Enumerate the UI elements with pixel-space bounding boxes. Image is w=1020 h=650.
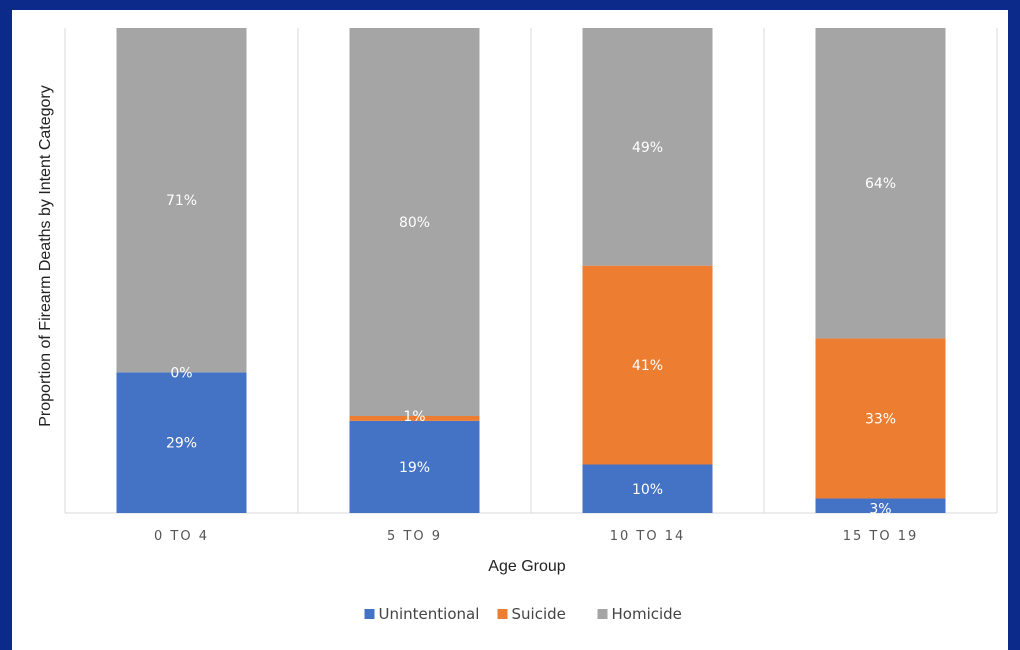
- bar-segment-homicide: [815, 28, 946, 339]
- bar-segment-unintentional: [349, 420, 480, 513]
- data-label: 3%: [869, 501, 891, 517]
- legend-swatch-unintentional: [364, 609, 375, 619]
- legend-swatch-suicide: [497, 609, 508, 619]
- bar-segment-unintentional: [582, 464, 713, 513]
- data-label: 19%: [399, 460, 430, 476]
- y-axis-label: Proportion of Firearm Deaths by Intent C…: [37, 85, 54, 427]
- x-axis-label: Age Group: [488, 558, 565, 575]
- x-tick-label: 10 TO 14: [610, 529, 686, 544]
- data-label: 41%: [632, 358, 663, 374]
- bar-segment-suicide: [349, 416, 480, 421]
- bars: [116, 28, 946, 513]
- legend-label-suicide: Suicide: [512, 605, 566, 623]
- bar-segment-suicide: [815, 338, 946, 499]
- data-labels: 29% 0% 71% 19% 1% 80% 10% 41% 49% 3% 33% 64%: [166, 140, 896, 518]
- bar-segment-homicide: [349, 28, 480, 416]
- data-label: 64%: [865, 176, 896, 192]
- legend-label-unintentional: Unintentional: [379, 605, 480, 623]
- x-tick-labels: 0 TO 4 5 TO 9 10 TO 14 15 TO 19: [154, 529, 919, 544]
- x-tick-label: 5 TO 9: [387, 529, 442, 544]
- data-label: 80%: [399, 215, 430, 231]
- data-label: 49%: [632, 140, 663, 156]
- bar-segment-homicide: [582, 28, 713, 266]
- bar-segment-homicide: [116, 28, 247, 373]
- data-label: 29%: [166, 436, 197, 452]
- bar-segment-suicide: [582, 265, 713, 465]
- legend: Unintentional Suicide Homicide: [364, 605, 682, 623]
- bar-segment-unintentional: [815, 498, 946, 513]
- data-label: 10%: [632, 482, 663, 498]
- legend-label-homicide: Homicide: [612, 605, 682, 623]
- data-label: 0%: [170, 365, 192, 381]
- x-tick-label: 0 TO 4: [154, 529, 209, 544]
- legend-swatch-homicide: [597, 609, 608, 619]
- data-label: 1%: [403, 409, 425, 425]
- chart-frame: 29% 0% 71% 19% 1% 80% 10% 41% 49% 3% 33% 64% 0 TO 4…: [12, 10, 1008, 650]
- data-label: 33%: [865, 411, 896, 427]
- x-tick-label: 15 TO 19: [843, 529, 919, 544]
- bar-segment-unintentional: [116, 372, 247, 513]
- data-label: 71%: [166, 193, 197, 209]
- stacked-bar-chart: 29% 0% 71% 19% 1% 80% 10% 41% 49% 3% 33% 64% 0 TO 4…: [37, 28, 998, 623]
